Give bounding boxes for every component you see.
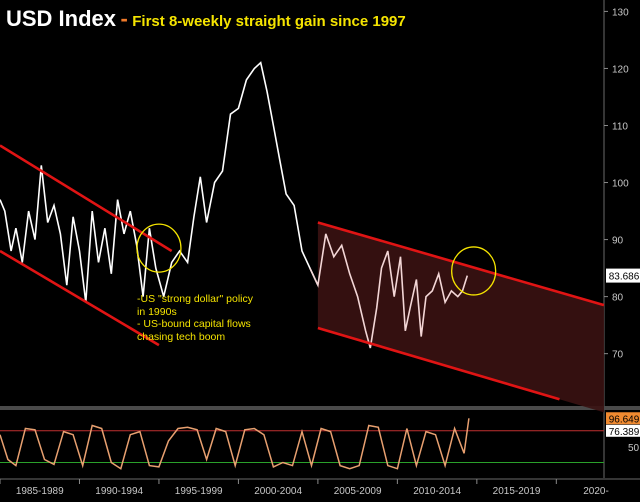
title-main: USD Index	[6, 6, 117, 31]
osc-band-label-bg	[606, 424, 640, 437]
price-line-recent	[309, 233, 469, 349]
x-tick-label: 1995-1999	[175, 486, 223, 497]
channel-upper-line	[317, 221, 605, 307]
title-separator: -	[120, 6, 128, 31]
highlight-circle	[136, 223, 182, 273]
x-tick-label: 1985-1989	[16, 486, 64, 497]
x-tick-label: 2020-	[583, 486, 609, 497]
annotation-line: in 1990s	[137, 305, 177, 318]
chart-title: USD Index - First 8-weekly straight gain…	[6, 6, 406, 32]
channel-lower-line	[0, 249, 160, 347]
annotation-line: -US "strong dollar" policy	[137, 293, 253, 305]
x-tick-label: 2010-2014	[413, 486, 461, 497]
channel-lower-line	[317, 326, 560, 401]
oscillator-line	[0, 418, 470, 470]
y-tick-label: 110	[612, 121, 628, 132]
price-line-early	[0, 61, 319, 303]
channel-fill	[317, 222, 604, 413]
annotation-text: -US "strong dollar" policy in 1990s - US…	[137, 293, 253, 343]
osc-y-tick-label: 50	[628, 443, 640, 454]
panel-divider	[0, 406, 640, 410]
y-tick-label: 120	[612, 64, 629, 75]
title-subtitle: First 8-weekly straight gain since 1997	[132, 13, 406, 30]
osc-band-label: 76.389	[609, 427, 640, 438]
osc-value-label-bg	[606, 412, 640, 425]
y-tick-label: 100	[612, 179, 629, 190]
channel-upper-line	[0, 144, 173, 253]
y-tick-label: 90	[612, 236, 624, 247]
x-tick-label: 2005-2009	[334, 486, 382, 497]
x-tick-label: 2000-2004	[254, 486, 302, 497]
x-tick-label: 1990-1994	[95, 486, 143, 497]
y-tick-label: 80	[612, 293, 624, 304]
x-tick-label: 2015-2019	[493, 486, 541, 497]
osc-value-label: 96.649	[609, 414, 640, 425]
annotation-line: chasing tech boom	[137, 330, 226, 343]
last-price-label: 83.686	[609, 272, 640, 283]
highlight-circle	[451, 246, 497, 296]
last-price-label-bg	[606, 268, 640, 283]
annotation-line: - US-bound capital flows	[137, 318, 251, 330]
y-tick-label: 130	[612, 7, 629, 18]
y-tick-label: 70	[612, 350, 624, 361]
